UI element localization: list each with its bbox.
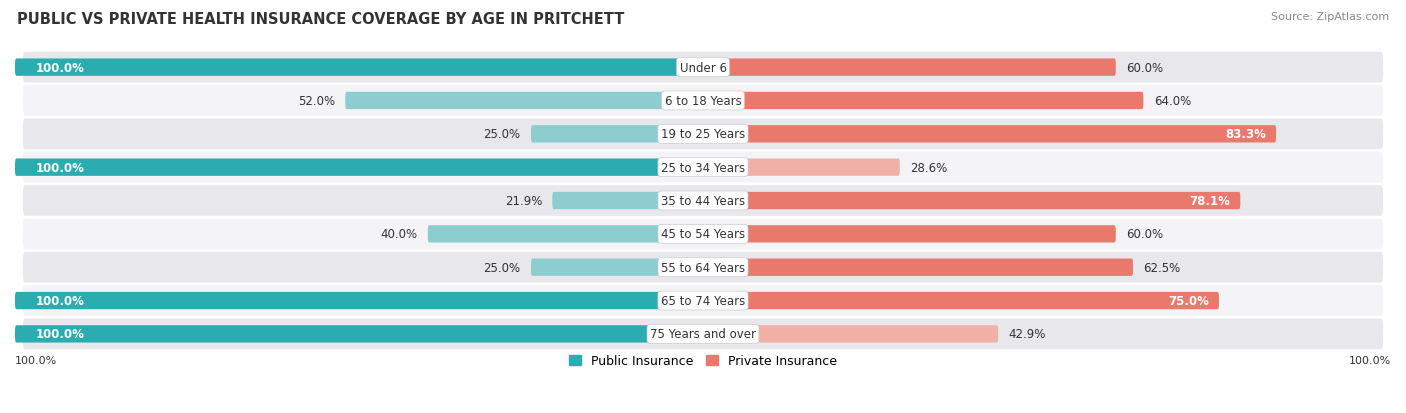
Text: 28.6%: 28.6% (910, 161, 948, 174)
Text: 6 to 18 Years: 6 to 18 Years (665, 95, 741, 108)
Text: 55 to 64 Years: 55 to 64 Years (661, 261, 745, 274)
Text: 100.0%: 100.0% (1348, 355, 1391, 365)
Text: 60.0%: 60.0% (1126, 62, 1163, 74)
Text: 75 Years and over: 75 Years and over (650, 328, 756, 341)
Legend: Public Insurance, Private Insurance: Public Insurance, Private Insurance (564, 349, 842, 372)
Text: 45 to 54 Years: 45 to 54 Years (661, 228, 745, 241)
Text: 75.0%: 75.0% (1168, 294, 1209, 307)
FancyBboxPatch shape (22, 152, 1384, 184)
Text: 100.0%: 100.0% (35, 161, 84, 174)
Text: 35 to 44 Years: 35 to 44 Years (661, 195, 745, 207)
FancyBboxPatch shape (22, 285, 1384, 317)
FancyBboxPatch shape (15, 159, 703, 176)
FancyBboxPatch shape (703, 259, 1133, 276)
FancyBboxPatch shape (346, 93, 703, 110)
Text: 42.9%: 42.9% (1008, 328, 1046, 341)
FancyBboxPatch shape (15, 59, 703, 77)
FancyBboxPatch shape (531, 259, 703, 276)
Text: 83.3%: 83.3% (1225, 128, 1265, 141)
Text: 25.0%: 25.0% (484, 261, 520, 274)
Text: 60.0%: 60.0% (1126, 228, 1163, 241)
FancyBboxPatch shape (703, 93, 1143, 110)
Text: 40.0%: 40.0% (381, 228, 418, 241)
FancyBboxPatch shape (553, 192, 703, 210)
Text: 100.0%: 100.0% (35, 62, 84, 74)
FancyBboxPatch shape (22, 52, 1384, 84)
Text: 78.1%: 78.1% (1189, 195, 1230, 207)
Text: 25 to 34 Years: 25 to 34 Years (661, 161, 745, 174)
FancyBboxPatch shape (22, 318, 1384, 350)
FancyBboxPatch shape (703, 126, 1277, 143)
FancyBboxPatch shape (531, 126, 703, 143)
Text: 65 to 74 Years: 65 to 74 Years (661, 294, 745, 307)
FancyBboxPatch shape (22, 251, 1384, 284)
Text: PUBLIC VS PRIVATE HEALTH INSURANCE COVERAGE BY AGE IN PRITCHETT: PUBLIC VS PRIVATE HEALTH INSURANCE COVER… (17, 12, 624, 27)
Text: 64.0%: 64.0% (1154, 95, 1191, 108)
FancyBboxPatch shape (22, 185, 1384, 217)
FancyBboxPatch shape (427, 225, 703, 243)
FancyBboxPatch shape (22, 85, 1384, 118)
Text: 62.5%: 62.5% (1143, 261, 1181, 274)
FancyBboxPatch shape (703, 325, 998, 343)
Text: Source: ZipAtlas.com: Source: ZipAtlas.com (1271, 12, 1389, 22)
FancyBboxPatch shape (703, 159, 900, 176)
FancyBboxPatch shape (703, 292, 1219, 309)
Text: 21.9%: 21.9% (505, 195, 541, 207)
FancyBboxPatch shape (703, 225, 1116, 243)
FancyBboxPatch shape (703, 59, 1116, 77)
Text: 100.0%: 100.0% (35, 294, 84, 307)
Text: 100.0%: 100.0% (15, 355, 58, 365)
Text: 25.0%: 25.0% (484, 128, 520, 141)
FancyBboxPatch shape (22, 118, 1384, 151)
Text: 52.0%: 52.0% (298, 95, 335, 108)
FancyBboxPatch shape (15, 292, 703, 309)
FancyBboxPatch shape (703, 192, 1240, 210)
Text: 19 to 25 Years: 19 to 25 Years (661, 128, 745, 141)
FancyBboxPatch shape (22, 218, 1384, 251)
FancyBboxPatch shape (15, 325, 703, 343)
Text: 100.0%: 100.0% (35, 328, 84, 341)
Text: Under 6: Under 6 (679, 62, 727, 74)
